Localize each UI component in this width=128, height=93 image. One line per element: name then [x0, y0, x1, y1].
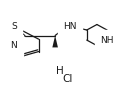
- Text: NH: NH: [100, 36, 114, 45]
- Text: Cl: Cl: [63, 74, 73, 84]
- Text: H: H: [56, 66, 64, 76]
- Text: S: S: [11, 22, 17, 31]
- Text: HN: HN: [63, 22, 77, 31]
- Text: N: N: [11, 41, 17, 50]
- Polygon shape: [52, 36, 58, 47]
